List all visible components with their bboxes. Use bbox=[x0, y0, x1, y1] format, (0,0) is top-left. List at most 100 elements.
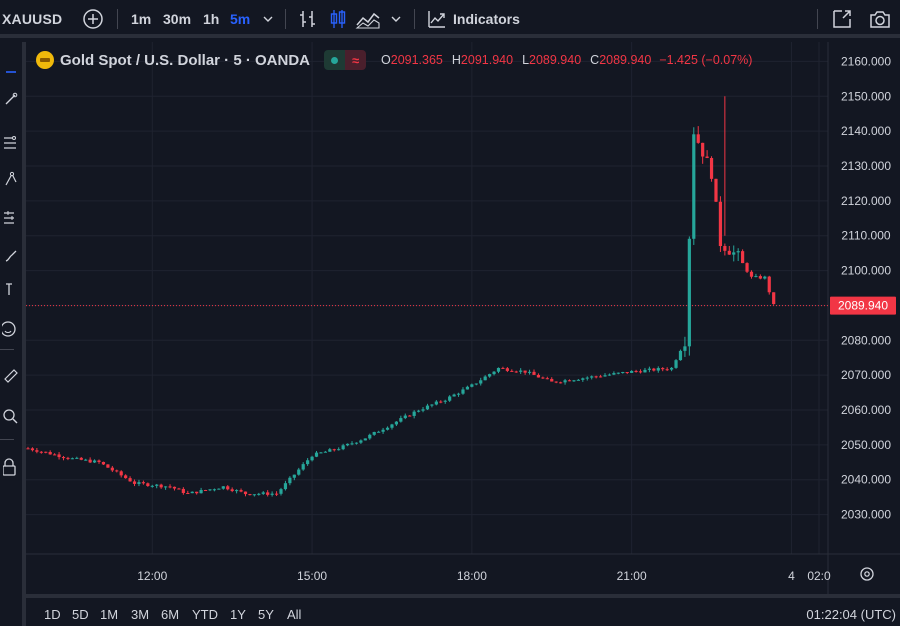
lock-icon[interactable] bbox=[0, 456, 22, 478]
candle-body bbox=[235, 490, 239, 492]
candle-body bbox=[159, 484, 163, 488]
chevron-down-icon[interactable] bbox=[390, 0, 402, 38]
market-status-toggle[interactable]: ≈ bbox=[324, 50, 367, 70]
close-value: 2089.940 bbox=[599, 53, 652, 67]
cursor-icon[interactable] bbox=[0, 56, 22, 78]
candle-body bbox=[749, 271, 754, 277]
candle-body bbox=[421, 409, 425, 411]
range-6m[interactable]: 6M bbox=[161, 606, 180, 622]
candle-body bbox=[456, 393, 461, 395]
symbol-title[interactable]: Gold Spot / U.S. Dollar · 5 · OANDA bbox=[60, 51, 311, 69]
candle-body bbox=[772, 292, 776, 305]
candle-body bbox=[594, 376, 598, 378]
interval-5m[interactable]: 5m bbox=[230, 11, 251, 27]
candle-body bbox=[532, 371, 536, 375]
add-symbol-icon[interactable] bbox=[82, 0, 104, 38]
range-1m[interactable]: 1M bbox=[100, 606, 119, 622]
candle-body bbox=[132, 481, 137, 484]
interval-1h[interactable]: 1h bbox=[203, 11, 220, 27]
camera-icon[interactable] bbox=[868, 0, 892, 38]
range-ytd[interactable]: YTD bbox=[192, 606, 218, 622]
ruler-icon[interactable] bbox=[0, 364, 22, 386]
forecast-icon[interactable] bbox=[0, 206, 22, 228]
candle-body bbox=[195, 491, 199, 494]
candle-body bbox=[448, 396, 452, 401]
chevron-down-icon[interactable] bbox=[262, 0, 274, 38]
candle-body bbox=[381, 429, 385, 432]
candle-body bbox=[656, 368, 660, 371]
utc-clock[interactable]: 01:22:04 (UTC) bbox=[806, 606, 896, 622]
range-1d[interactable]: 1D bbox=[44, 606, 61, 622]
candle-body bbox=[345, 443, 350, 446]
time-tick-label: 21:00 bbox=[617, 569, 647, 583]
candle-body bbox=[692, 134, 696, 239]
indicators-button[interactable]: Indicators bbox=[427, 0, 520, 38]
range-5d[interactable]: 5D bbox=[72, 606, 89, 622]
candle-body bbox=[172, 486, 177, 489]
symbol-search[interactable]: XAUUSD bbox=[2, 11, 63, 27]
candle-body bbox=[146, 483, 150, 487]
candle-body bbox=[758, 276, 762, 279]
vertical-grid bbox=[151, 42, 820, 554]
candle-body bbox=[736, 251, 740, 253]
candle-body bbox=[26, 448, 30, 450]
fib-icon[interactable] bbox=[0, 132, 22, 154]
axis-settings-icon[interactable] bbox=[860, 567, 874, 581]
candle-body bbox=[647, 368, 652, 370]
wave-icon: ≈ bbox=[345, 50, 367, 70]
interval-1m[interactable]: 1m bbox=[131, 11, 152, 27]
candle-body bbox=[630, 370, 634, 373]
interval-30m[interactable]: 30m bbox=[163, 11, 192, 27]
candle-body bbox=[385, 427, 390, 430]
gold-logo-icon bbox=[36, 51, 54, 69]
candle-body bbox=[217, 488, 221, 490]
candle-body bbox=[585, 377, 589, 379]
candle-body bbox=[705, 156, 709, 159]
toolbar-divider bbox=[0, 349, 14, 350]
candle-body bbox=[581, 378, 585, 380]
bar-style-icon[interactable] bbox=[297, 0, 319, 38]
candle-body bbox=[208, 489, 212, 491]
range-3m[interactable]: 3M bbox=[131, 606, 150, 622]
candle-body bbox=[314, 452, 319, 457]
range-all[interactable]: All bbox=[287, 606, 302, 622]
price-chart[interactable]: 2160.000 2150.000 2140.000 2130.000 2120.000… bbox=[26, 42, 900, 594]
price-axis[interactable]: 2160.000 2150.000 2140.000 2130.000 2120.000… bbox=[841, 54, 891, 521]
range-5y[interactable]: 5Y bbox=[258, 606, 274, 622]
range-1y[interactable]: 1Y bbox=[230, 606, 246, 622]
candle-body bbox=[230, 489, 234, 492]
brush-icon[interactable] bbox=[0, 244, 22, 266]
low-key: L bbox=[522, 53, 530, 67]
zoom-icon[interactable] bbox=[0, 406, 22, 428]
candle-body bbox=[621, 372, 625, 374]
candle-body bbox=[70, 458, 74, 460]
pattern-icon[interactable] bbox=[0, 168, 22, 190]
price-tick-label: 2160.000 bbox=[841, 54, 891, 68]
price-tick-label: 2120.000 bbox=[841, 194, 891, 208]
candle-body bbox=[412, 411, 416, 416]
candle-body bbox=[709, 158, 714, 179]
candle-body bbox=[763, 276, 767, 279]
text-icon[interactable] bbox=[0, 278, 22, 300]
candle-body bbox=[319, 452, 323, 454]
candle-body bbox=[341, 445, 345, 450]
area-icon[interactable] bbox=[355, 0, 381, 38]
bottom-toolbar: 1D 5D 1M 3M 6M YTD 1Y 5Y All 01:22:04 (U… bbox=[26, 594, 900, 626]
candle-body bbox=[163, 486, 168, 488]
candle-body bbox=[88, 459, 92, 463]
candles-icon[interactable] bbox=[327, 0, 349, 38]
candle-body bbox=[239, 490, 243, 492]
time-axis[interactable]: 12:00 15:00 18:00 21:00 4 02:0 bbox=[137, 569, 831, 583]
candle-body bbox=[505, 368, 509, 371]
price-tick-label: 2070.000 bbox=[841, 368, 891, 382]
candle-body bbox=[261, 492, 265, 494]
emoji-icon[interactable] bbox=[0, 318, 22, 340]
trend-line-icon[interactable] bbox=[0, 88, 22, 110]
candle-body bbox=[394, 421, 399, 425]
candle-body bbox=[434, 401, 438, 405]
candle-body bbox=[678, 350, 683, 361]
fullscreen-icon[interactable] bbox=[831, 0, 853, 38]
toolbar-divider bbox=[414, 9, 415, 29]
candle-body bbox=[39, 451, 43, 453]
